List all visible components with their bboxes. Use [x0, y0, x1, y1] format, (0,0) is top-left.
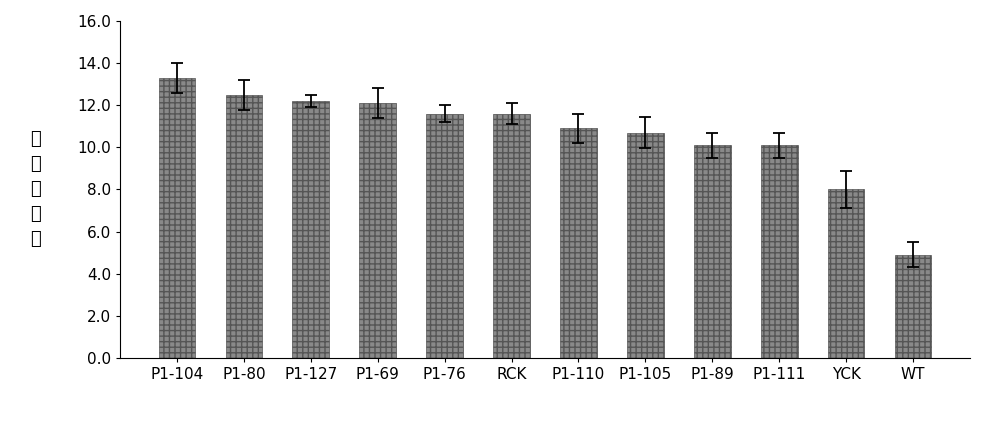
Bar: [560, 128, 597, 358]
Bar: [761, 145, 798, 358]
Bar: [292, 101, 329, 358]
Bar: [828, 189, 864, 358]
Bar: [493, 114, 530, 358]
Y-axis label: 单
株
成
铃
数: 单 株 成 铃 数: [30, 131, 41, 248]
Bar: [895, 255, 931, 358]
Bar: [226, 95, 262, 358]
Bar: [159, 78, 195, 358]
Bar: [627, 133, 664, 358]
Bar: [694, 145, 731, 358]
Bar: [359, 103, 396, 358]
Bar: [426, 114, 463, 358]
